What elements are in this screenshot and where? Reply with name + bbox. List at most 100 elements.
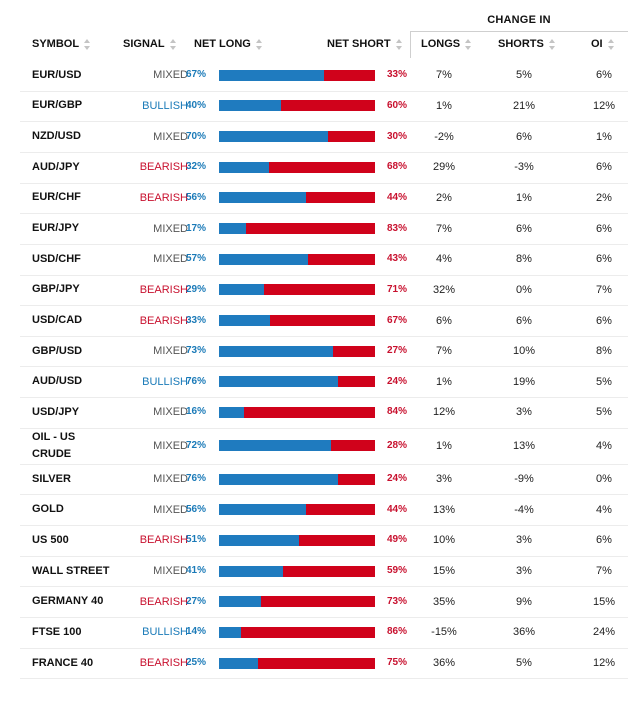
longs-column-header[interactable]: LONGS — [421, 38, 472, 50]
sort-icon[interactable] — [169, 38, 177, 50]
change-shorts-cell: 0% — [516, 283, 532, 296]
table-row[interactable]: EUR/CHF BEARISH 56% 44% 2% 1% 2% — [20, 183, 628, 215]
table-row[interactable]: FTSE 100 BULLISH 14% 86% -15% 36% 24% — [20, 617, 628, 649]
change-longs-cell: 15% — [432, 565, 456, 578]
signal-cell: MIXED — [153, 130, 188, 143]
net-short-value: 83% — [386, 222, 407, 234]
net-position-bar — [219, 473, 375, 485]
change-oi-cell: 24% — [592, 626, 616, 639]
net-long-value: 76% — [185, 473, 206, 485]
change-shorts-cell: 6% — [516, 314, 532, 327]
net-long-bar-fill — [219, 69, 324, 81]
symbol-cell: EUR/JPY — [32, 222, 80, 235]
change-longs-cell: 1% — [436, 375, 452, 388]
sort-icon[interactable] — [465, 38, 472, 50]
net-short-column-header[interactable]: NET SHORT — [327, 38, 403, 50]
sort-icon[interactable] — [607, 38, 615, 50]
oi-column-header[interactable]: OI — [591, 38, 615, 50]
change-longs-cell: 32% — [432, 283, 456, 296]
table-row[interactable]: AUD/JPY BEARISH 32% 68% 29% -3% 6% — [20, 152, 628, 184]
signal-column-header[interactable]: SIGNAL — [123, 38, 177, 50]
net-position-bar — [219, 253, 375, 265]
shorts-header-label: SHORTS — [498, 38, 544, 50]
symbol-column-header[interactable]: SYMBOL — [32, 38, 91, 50]
table-row[interactable]: EUR/JPY MIXED 17% 83% 7% 6% 6% — [20, 213, 628, 245]
sort-icon[interactable] — [84, 38, 91, 50]
change-longs-cell: 3% — [436, 473, 452, 486]
change-shorts-cell: -4% — [514, 503, 534, 516]
change-longs-cell: 7% — [436, 345, 452, 358]
symbol-cell: NZD/USD — [32, 130, 81, 143]
change-in-group-header: CHANGE IN — [410, 14, 628, 32]
net-long-bar-fill — [219, 192, 307, 204]
net-long-bar-fill — [219, 345, 333, 357]
table-row[interactable]: OIL - US CRUDE MIXED 72% 28% 1% 13% 4% — [20, 428, 628, 465]
sort-icon[interactable] — [255, 38, 263, 50]
signal-cell: MIXED — [153, 503, 188, 516]
table-row[interactable]: USD/JPY MIXED 16% 84% 12% 3% 5% — [20, 397, 628, 429]
net-long-bar-fill — [219, 565, 283, 577]
signal-cell: BEARISH — [139, 161, 188, 174]
change-shorts-cell: 21% — [512, 99, 536, 112]
table-row[interactable]: AUD/USD BULLISH 76% 24% 1% 19% 5% — [20, 367, 628, 399]
change-oi-cell: 15% — [592, 595, 616, 608]
signal-cell: MIXED — [153, 253, 188, 266]
signal-cell: BEARISH — [139, 191, 188, 204]
table-row[interactable]: GOLD MIXED 56% 44% 13% -4% 4% — [20, 494, 628, 527]
change-oi-cell: 6% — [596, 253, 612, 266]
table-row[interactable]: FRANCE 40 BEARISH 25% 75% 36% 5% 12% — [20, 648, 628, 680]
change-longs-cell: 36% — [432, 657, 456, 669]
net-position-bar — [219, 100, 375, 112]
net-long-header-label: NET LONG — [194, 38, 251, 50]
change-shorts-cell: 3% — [516, 406, 532, 419]
table-row[interactable]: WALL STREET MIXED 41% 59% 15% 3% 7% — [20, 556, 628, 588]
change-shorts-cell: 10% — [512, 345, 536, 358]
net-long-value: 32% — [185, 161, 206, 173]
table-row[interactable]: EUR/GBP BULLISH 40% 60% 1% 21% 12% — [20, 91, 628, 123]
table-row[interactable]: EUR/USD MIXED 67% 33% 7% 5% 6% — [20, 60, 628, 92]
net-short-value: 68% — [386, 161, 407, 173]
net-position-bar — [219, 626, 375, 638]
symbol-cell: OIL - US CRUDE — [32, 430, 76, 460]
table-row[interactable]: USD/CHF MIXED 57% 43% 4% 8% 6% — [20, 244, 628, 276]
net-position-bar — [219, 161, 375, 173]
oi-header-label: OI — [591, 38, 603, 50]
table-row[interactable]: GBP/USD MIXED 73% 27% 7% 10% 8% — [20, 336, 628, 368]
change-longs-cell: 13% — [432, 503, 456, 516]
net-position-bar — [219, 534, 375, 546]
sort-icon[interactable] — [395, 38, 403, 50]
net-long-bar-fill — [219, 596, 262, 608]
net-long-value: 17% — [185, 222, 206, 234]
table-row[interactable]: NZD/USD MIXED 70% 30% -2% 6% 1% — [20, 121, 628, 153]
net-long-bar-fill — [219, 406, 244, 418]
sort-icon[interactable] — [548, 38, 556, 50]
net-long-bar-fill — [219, 253, 308, 265]
change-longs-cell: 1% — [436, 99, 452, 112]
change-shorts-cell: -9% — [514, 473, 534, 486]
change-longs-cell: 4% — [436, 253, 452, 266]
shorts-column-header[interactable]: SHORTS — [498, 38, 556, 50]
table-row[interactable]: SILVER MIXED 76% 24% 3% -9% 0% — [20, 464, 628, 496]
table-row[interactable]: GERMANY 40 BEARISH 27% 73% 35% 9% 15% — [20, 586, 628, 619]
column-divider — [410, 31, 411, 58]
net-short-value: 49% — [386, 534, 407, 546]
symbol-cell: EUR/USD — [32, 68, 82, 81]
table-row[interactable]: USD/CAD BEARISH 33% 67% 6% 6% 6% — [20, 305, 628, 337]
symbol-cell: EUR/CHF — [32, 191, 81, 204]
symbol-cell: GBP/JPY — [32, 283, 80, 296]
net-position-bar — [219, 223, 375, 235]
table-row[interactable]: US 500 BEARISH 51% 49% 10% 3% 6% — [20, 525, 628, 557]
net-long-column-header[interactable]: NET LONG — [194, 38, 263, 50]
symbol-cell: USD/CHF — [32, 252, 81, 265]
change-shorts-cell: 9% — [516, 595, 532, 608]
longs-header-label: LONGS — [421, 38, 461, 50]
table-row[interactable]: GBP/JPY BEARISH 29% 71% 32% 0% 7% — [20, 275, 628, 307]
symbol-cell: AUD/JPY — [32, 160, 80, 173]
net-long-value: 73% — [185, 345, 206, 357]
net-long-bar-fill — [219, 504, 307, 516]
net-long-bar-fill — [219, 161, 269, 173]
net-long-value: 27% — [185, 595, 206, 607]
change-oi-cell: 4% — [596, 503, 612, 516]
net-position-bar — [219, 504, 375, 516]
